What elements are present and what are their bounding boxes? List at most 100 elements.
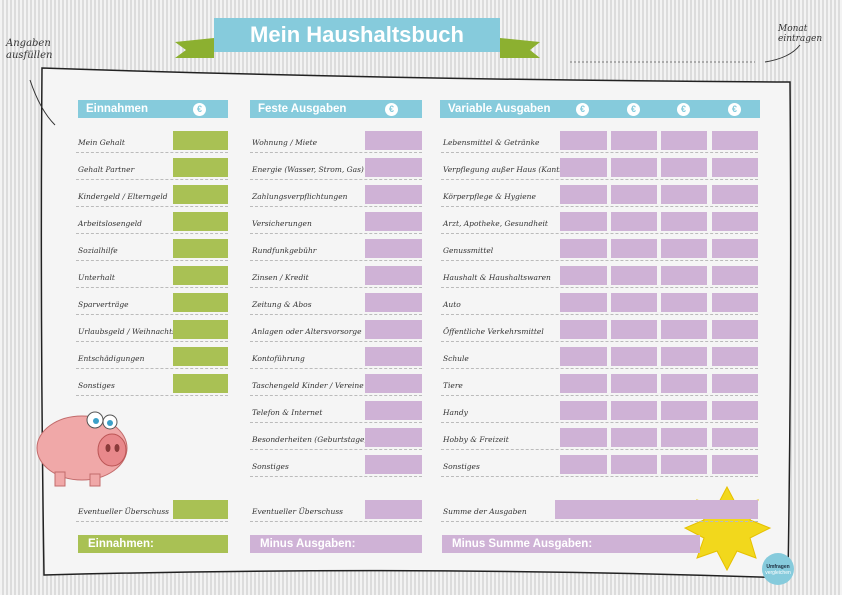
variable-amount-field[interactable]: [560, 266, 607, 285]
income-amount-field[interactable]: [173, 320, 228, 339]
variable-amount-field[interactable]: [560, 374, 607, 393]
variable-list: Lebensmittel & Getränke Verpflegung außer…: [441, 126, 758, 477]
note-month-line1: Monat: [778, 24, 808, 34]
income-amount-field[interactable]: [173, 347, 228, 366]
income-amount-field[interactable]: [173, 131, 228, 150]
income-amount-field[interactable]: [173, 266, 228, 285]
variable-amount-field[interactable]: [611, 131, 657, 150]
variable-amount-field[interactable]: [611, 158, 657, 177]
income-header: Einnahmen €: [78, 100, 228, 118]
variable-amount-field[interactable]: [712, 455, 758, 474]
variable-amount-field[interactable]: [611, 401, 657, 420]
variable-amount-field[interactable]: [661, 131, 707, 150]
variable-amount-field[interactable]: [611, 266, 657, 285]
income-row: Arbeitslosengeld: [76, 207, 228, 234]
variable-amount-field[interactable]: [560, 428, 607, 447]
variable-amount-field[interactable]: [560, 320, 607, 339]
variable-amount-field[interactable]: [560, 293, 607, 312]
fixed-amount-field[interactable]: [365, 401, 422, 420]
income-amount-field[interactable]: [173, 158, 228, 177]
variable-amount-field[interactable]: [712, 131, 758, 150]
variable-amount-field[interactable]: [611, 347, 657, 366]
variable-amount-field[interactable]: [712, 428, 758, 447]
variable-sum-field[interactable]: [555, 500, 758, 519]
variable-amount-field[interactable]: [661, 266, 707, 285]
variable-amount-field[interactable]: [611, 239, 657, 258]
variable-row: Verpflegung außer Haus (Kantine): [441, 153, 758, 180]
variable-amount-field[interactable]: [560, 158, 607, 177]
fixed-amount-field[interactable]: [365, 158, 422, 177]
income-amount-field[interactable]: [173, 239, 228, 258]
fixed-amount-field[interactable]: [365, 185, 422, 204]
variable-amount-field[interactable]: [611, 320, 657, 339]
badge[interactable]: Umfragen vergleichen: [762, 553, 794, 585]
variable-amount-field[interactable]: [712, 320, 758, 339]
fixed-row-label: Taschengeld Kinder / Vereine: [252, 381, 364, 390]
variable-amount-field[interactable]: [611, 185, 657, 204]
variable-amount-field[interactable]: [560, 347, 607, 366]
income-row: Sozialhilfe: [76, 234, 228, 261]
variable-row-label: Auto: [443, 300, 461, 309]
variable-amount-field[interactable]: [661, 428, 707, 447]
income-row: Gehalt Partner: [76, 153, 228, 180]
variable-amount-field[interactable]: [560, 455, 607, 474]
variable-amount-field[interactable]: [611, 293, 657, 312]
income-amount-field[interactable]: [173, 293, 228, 312]
variable-amount-field[interactable]: [560, 401, 607, 420]
variable-amount-field[interactable]: [712, 185, 758, 204]
variable-total[interactable]: Minus Summe Ausgaben:: [442, 535, 700, 553]
variable-row: Öffentliche Verkehrsmittel: [441, 315, 758, 342]
variable-row: Körperpflege & Hygiene: [441, 180, 758, 207]
fixed-total[interactable]: Minus Ausgaben:: [250, 535, 422, 553]
variable-amount-field[interactable]: [712, 158, 758, 177]
variable-amount-field[interactable]: [611, 212, 657, 231]
income-amount-field[interactable]: [173, 374, 228, 393]
fixed-amount-field[interactable]: [365, 212, 422, 231]
variable-amount-field[interactable]: [712, 401, 758, 420]
income-total[interactable]: Einnahmen:: [78, 535, 228, 553]
income-amount-field[interactable]: [173, 185, 228, 204]
variable-amount-field[interactable]: [560, 212, 607, 231]
income-list: Mein Gehalt Gehalt Partner Kindergeld / El…: [76, 126, 228, 396]
variable-amount-field[interactable]: [661, 212, 707, 231]
variable-amount-field[interactable]: [661, 374, 707, 393]
variable-amount-field[interactable]: [712, 239, 758, 258]
fixed-surplus-field[interactable]: [365, 500, 422, 519]
fixed-amount-field[interactable]: [365, 374, 422, 393]
variable-amount-field[interactable]: [661, 320, 707, 339]
fixed-row-label: Zahlungsverpflichtungen: [252, 192, 348, 201]
fixed-amount-field[interactable]: [365, 293, 422, 312]
variable-amount-field[interactable]: [712, 347, 758, 366]
fixed-amount-field[interactable]: [365, 266, 422, 285]
income-row-label: Mein Gehalt: [78, 138, 125, 147]
variable-amount-field[interactable]: [560, 239, 607, 258]
variable-amount-field[interactable]: [611, 455, 657, 474]
fixed-amount-field[interactable]: [365, 131, 422, 150]
variable-amount-field[interactable]: [611, 374, 657, 393]
variable-amount-field[interactable]: [712, 374, 758, 393]
variable-amount-field[interactable]: [661, 347, 707, 366]
variable-amount-field[interactable]: [661, 455, 707, 474]
income-surplus-field[interactable]: [173, 500, 228, 519]
variable-amount-field[interactable]: [712, 266, 758, 285]
income-row-label: Entschädigungen: [78, 354, 145, 363]
variable-amount-field[interactable]: [661, 239, 707, 258]
fixed-row: Telefon & Internet: [250, 396, 422, 423]
fixed-amount-field[interactable]: [365, 455, 422, 474]
variable-amount-field[interactable]: [560, 185, 607, 204]
fixed-amount-field[interactable]: [365, 239, 422, 258]
variable-amount-field[interactable]: [661, 185, 707, 204]
income-amount-field[interactable]: [173, 212, 228, 231]
fixed-amount-field[interactable]: [365, 347, 422, 366]
variable-amount-field[interactable]: [712, 293, 758, 312]
variable-amount-field[interactable]: [661, 158, 707, 177]
variable-amount-field[interactable]: [661, 293, 707, 312]
variable-amount-field[interactable]: [712, 212, 758, 231]
variable-amount-field[interactable]: [661, 401, 707, 420]
fixed-amount-field[interactable]: [365, 320, 422, 339]
income-row: Sonstiges: [76, 369, 228, 396]
income-row-label: Sparverträge: [78, 300, 129, 309]
variable-amount-field[interactable]: [560, 131, 607, 150]
variable-amount-field[interactable]: [611, 428, 657, 447]
fixed-amount-field[interactable]: [365, 428, 422, 447]
